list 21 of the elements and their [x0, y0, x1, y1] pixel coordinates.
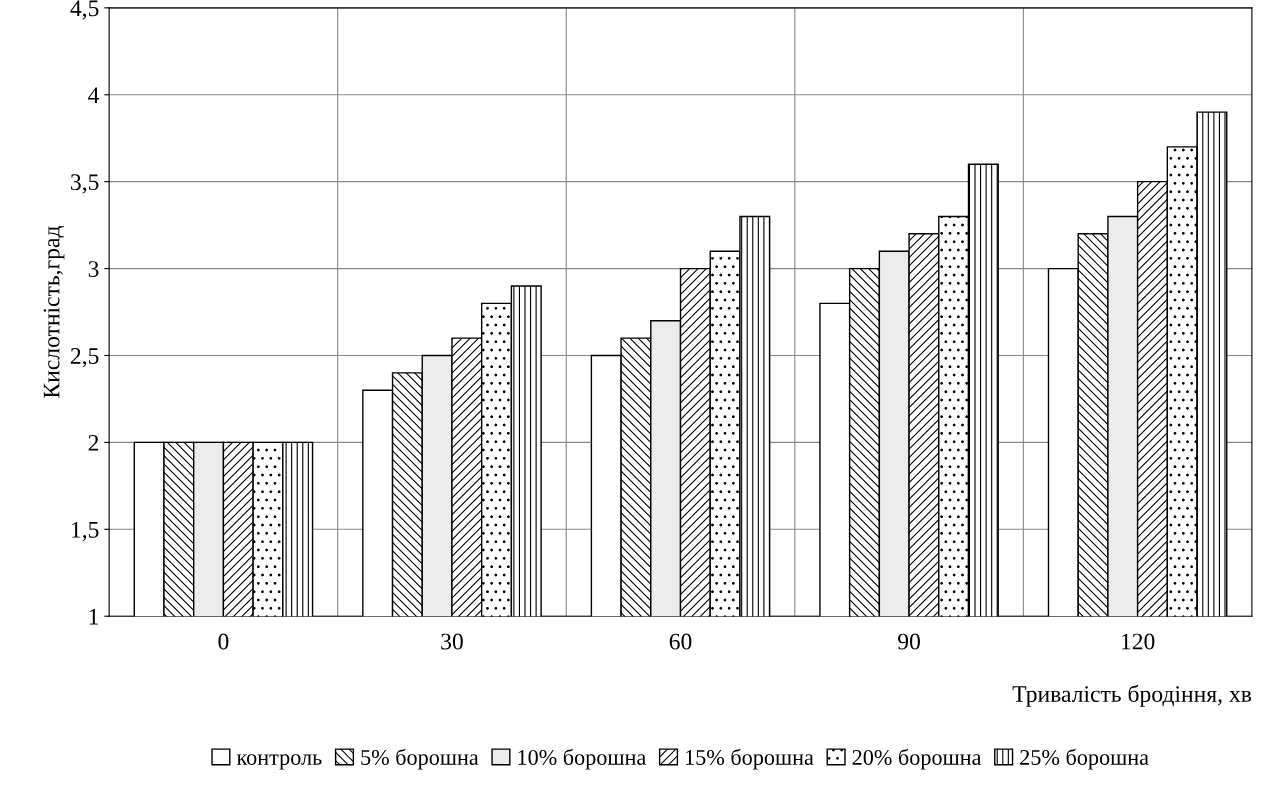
- legend-label: 25% борошна: [1020, 748, 1149, 770]
- legend-label: 20% борошна: [852, 748, 982, 770]
- y-tick-label: 4,5: [70, 0, 99, 20]
- y-axis-title: Кислотність,град: [43, 226, 65, 398]
- x-tick-label: 0: [218, 633, 229, 650]
- legend-label: 10% борошна: [518, 748, 646, 770]
- y-tick-label: 3,5: [71, 174, 99, 194]
- y-tick-label: 1: [89, 608, 98, 625]
- y-tick-label: 3: [88, 261, 99, 278]
- legend-label: 5% борошна: [361, 748, 479, 770]
- legend-label: 15% борошна: [686, 748, 814, 770]
- y-tick-label: 1,5: [71, 521, 99, 542]
- x-tick-label: 60: [669, 633, 692, 650]
- x-tick-label: 30: [441, 633, 463, 650]
- y-tick-label: 2,5: [70, 348, 99, 368]
- x-tick-label: 90: [898, 633, 920, 650]
- legend-label: контроль: [236, 754, 322, 770]
- y-tick-label: 2: [88, 434, 99, 451]
- x-tick-label: 120: [1121, 633, 1155, 650]
- y-tick-label: 4: [88, 87, 100, 103]
- x-axis-title: Тривалість бродіння, хв: [1012, 684, 1252, 707]
